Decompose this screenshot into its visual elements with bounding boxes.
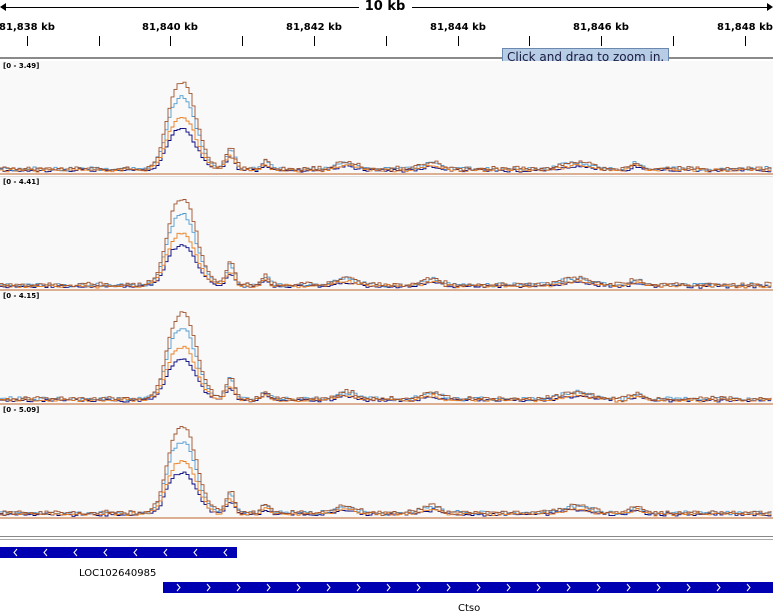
minus-strand-arrows-icon [13,548,228,557]
panel-divider [0,536,773,537]
track-range-label: [0 - 5.09] [3,406,40,414]
right-chevron-icon [536,583,541,592]
ruler[interactable]: 10 kb 81,838 kb 81,840 kb 81,842 kb 81,8… [0,0,773,59]
tick-mark [601,36,602,46]
tick-label: 81,838 kb [0,22,55,33]
span-line-left [4,7,359,8]
coverage-series-line [0,199,772,288]
plus-strand-arrows-icon [176,583,751,592]
tick-mark [242,36,243,46]
coverage-track-3[interactable]: [0 - 4.15] [0,291,773,405]
gene-feature-loc102640985[interactable] [0,547,237,558]
coverage-series-line [0,213,772,288]
coverage-series-line [0,244,772,289]
tick-mark [745,36,746,46]
right-chevron-icon [176,583,181,592]
right-chevron-icon [746,583,751,592]
left-chevron-icon [13,548,18,557]
left-chevron-icon [223,548,228,557]
tick-mark [99,36,100,46]
coverage-series-line [0,358,771,403]
tick-mark [27,36,28,46]
coverage-series-line [0,425,772,516]
right-chevron-icon [476,583,481,592]
coverage-series-line [0,328,772,402]
right-chevron-icon [386,583,391,592]
panel-divider [0,539,773,540]
ruler-baseline [0,57,773,59]
left-chevron-icon [103,548,108,557]
tick-mark [314,36,315,46]
coverage-series-line [0,81,772,172]
left-chevron-icon [43,548,48,557]
right-chevron-icon [206,583,211,592]
coverage-series-line [0,127,772,173]
right-chevron-icon [446,583,451,592]
right-chevron-icon [266,583,271,592]
right-chevron-icon [356,583,361,592]
right-chevron-icon [236,583,241,592]
span-right-arrow-icon [767,3,773,11]
tick-label: 81,842 kb [286,22,342,33]
coverage-series-line [0,311,772,402]
coverage-track-1[interactable]: [0 - 3.49] [0,61,773,175]
gene-name-label: LOC102640985 [79,568,157,579]
tick-mark [170,36,171,46]
right-chevron-icon [416,583,421,592]
coverage-plot [0,199,773,291]
coverage-series-line [0,95,772,172]
right-chevron-icon [506,583,511,592]
coverage-series-line [0,471,772,517]
right-chevron-icon [626,583,631,592]
left-chevron-icon [133,548,138,557]
span-line-right [412,7,768,8]
track-range-label: [0 - 4.15] [3,292,40,300]
tick-mark [386,36,387,46]
left-chevron-icon [73,548,78,557]
coverage-track-4[interactable]: [0 - 5.09] [0,405,773,519]
coverage-plot [0,81,773,175]
span-left-arrow-icon [0,3,6,11]
gene-feature-ctso[interactable] [163,582,773,593]
right-chevron-icon [296,583,301,592]
tick-label: 81,848 kb [717,22,773,33]
tick-label: 81,846 kb [573,22,629,33]
right-chevron-icon [716,583,721,592]
right-chevron-icon [566,583,571,592]
right-chevron-icon [596,583,601,592]
coverage-plot [0,311,773,405]
coverage-plot [0,425,773,519]
coverage-series-line [0,441,772,516]
coverage-series-line [0,232,772,289]
coverage-track-2[interactable]: [0 - 4.41] [0,177,773,291]
coverage-series-line [0,345,772,403]
tick-mark [458,36,459,46]
track-separator [0,176,773,177]
tick-label: 81,840 kb [142,22,198,33]
gene-name-label: Ctso [458,603,481,614]
tick-mark [529,36,530,46]
track-range-label: [0 - 4.41] [3,178,40,186]
right-chevron-icon [686,583,691,592]
left-chevron-icon [163,548,168,557]
right-chevron-icon [326,583,331,592]
coverage-series-line [0,117,772,173]
right-chevron-icon [656,583,661,592]
left-chevron-icon [193,548,198,557]
tick-mark [673,36,674,46]
tick-label: 81,844 kb [430,22,486,33]
gene-track[interactable]: LOC102640985 Ctso [0,541,773,615]
coverage-series-line [0,460,772,517]
track-range-label: [0 - 3.49] [3,62,40,70]
span-label: 10 kb [362,0,408,14]
